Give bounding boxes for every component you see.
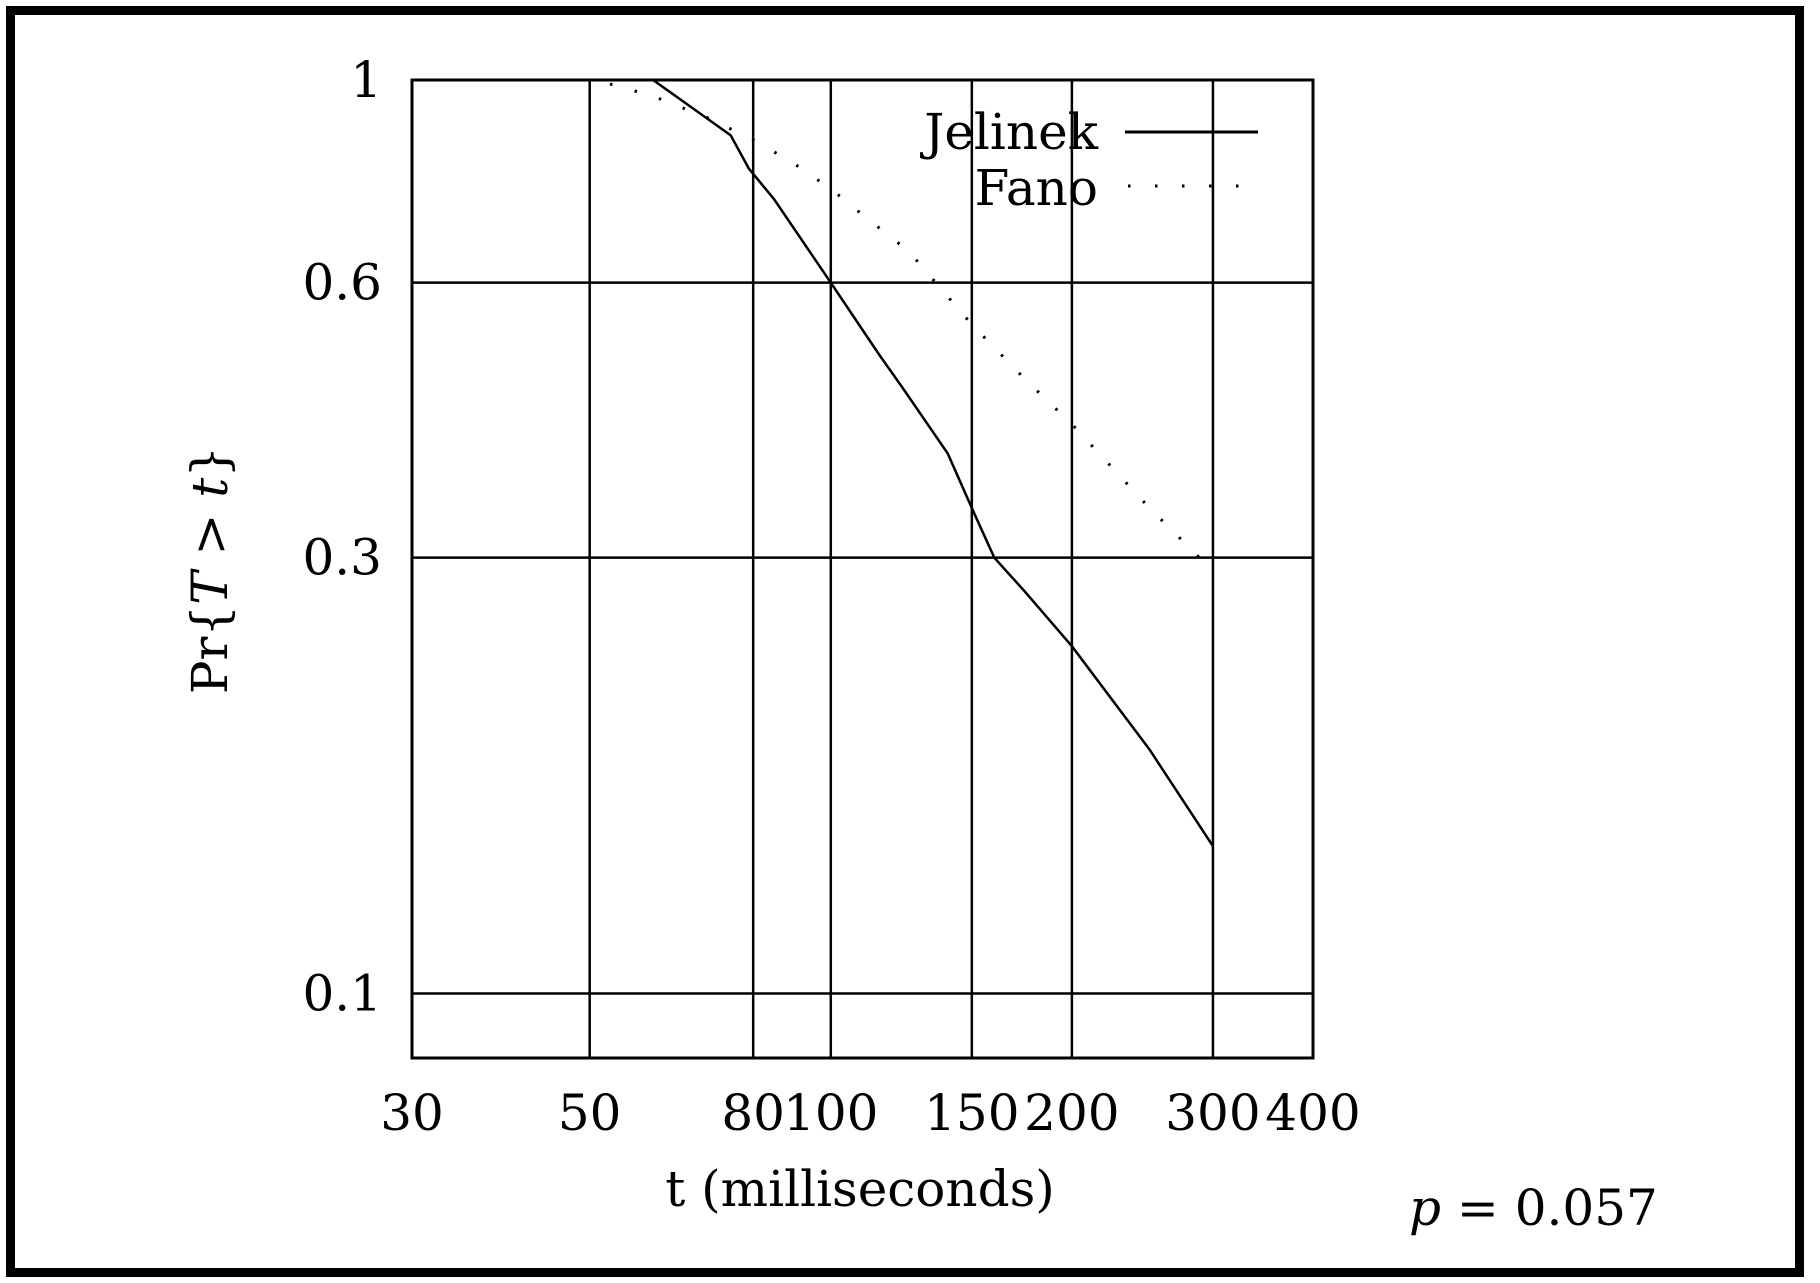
x-tick-label-100: 100 — [783, 1084, 878, 1142]
y-tick-labels: 1 0.6 0.3 0.1 — [302, 51, 382, 1023]
legend-label-fano: Fano — [975, 159, 1098, 217]
y-tick-label-0.1: 0.1 — [302, 965, 382, 1023]
x-tick-label-400: 400 — [1265, 1084, 1360, 1142]
y-tick-label-1: 1 — [350, 51, 382, 109]
x-tick-label-80: 80 — [721, 1084, 785, 1142]
y-tick-label-0.6: 0.6 — [302, 254, 382, 312]
x-tick-label-30: 30 — [380, 1084, 444, 1142]
x-tick-label-300: 300 — [1165, 1084, 1260, 1142]
x-axis-label: t (milliseconds) — [665, 1160, 1055, 1218]
legend-label-jelinek: Jelinek — [919, 103, 1098, 161]
figure-frame — [6, 6, 1804, 1277]
series-fano — [609, 82, 1214, 573]
x-tick-label-150: 150 — [924, 1084, 1019, 1142]
y-tick-label-0.3: 0.3 — [302, 529, 382, 587]
y-axis-label: Pr{T > t} — [181, 446, 239, 694]
x-tick-label-200: 200 — [1024, 1084, 1119, 1142]
plot-area-border — [410, 78, 1315, 1060]
series-jelinek — [652, 78, 1214, 847]
p-value-annotation: p = 0.057 — [1409, 1179, 1658, 1237]
series-layer — [609, 78, 1214, 847]
legend: Jelinek Fano — [919, 103, 1262, 217]
x-tick-label-50: 50 — [558, 1084, 622, 1142]
grid-lines — [412, 80, 1313, 1058]
